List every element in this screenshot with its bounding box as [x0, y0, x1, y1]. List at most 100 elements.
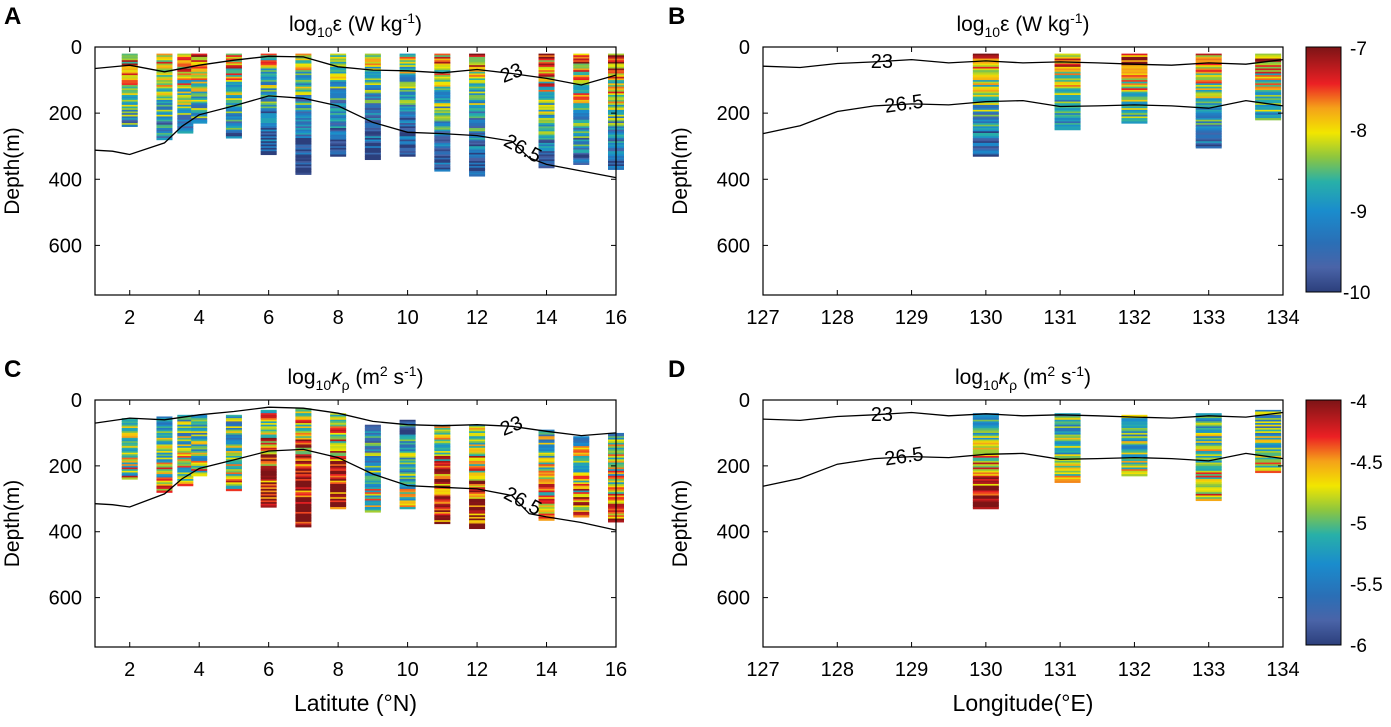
profile-cell [972, 76, 999, 80]
profile-cell [1255, 118, 1282, 121]
profile-cell [1195, 98, 1222, 101]
y-tick-label: 600 [717, 588, 750, 610]
profile-cell [1121, 65, 1148, 68]
profile-cell [330, 490, 347, 493]
profile-cell [972, 152, 999, 156]
profile-cell [330, 479, 347, 482]
profile-cell [295, 134, 312, 137]
profile-cell [260, 124, 277, 127]
profile-cell [1195, 442, 1222, 446]
profile-cell [121, 114, 138, 118]
profile-cell [330, 487, 347, 490]
profile-cell [1255, 418, 1282, 421]
x-tick-label: 129 [895, 307, 928, 329]
profile-cell [573, 66, 590, 70]
profile-cell [972, 460, 999, 464]
profile-cell [1121, 429, 1148, 432]
profile-cell [573, 507, 590, 510]
profile-cell [364, 141, 381, 144]
profile-cell [330, 89, 347, 93]
profile-cell [295, 472, 312, 475]
profile-cell [295, 171, 312, 174]
profile-cell [295, 421, 312, 424]
profile-cell [1255, 56, 1282, 60]
profile-cell [330, 106, 347, 109]
profile-cell [972, 83, 999, 86]
profile-cell [972, 126, 999, 129]
profile-cell [538, 449, 555, 452]
profile-cell [330, 472, 347, 475]
profile-cell [1195, 431, 1222, 434]
profile-cell [295, 113, 312, 116]
profile-cell [1054, 66, 1081, 70]
profile-cell [1195, 421, 1222, 424]
colorbar-eps-tick: -7 [1350, 39, 1367, 60]
profile-cell [260, 91, 277, 94]
profile-cell [1195, 81, 1222, 84]
profile-cell [260, 66, 277, 70]
profile-cell [434, 89, 451, 93]
profile-cell [295, 442, 312, 446]
profile-cell [260, 436, 277, 439]
profile-cell [469, 526, 486, 530]
profile-cell [1195, 142, 1222, 146]
profile-cell [156, 88, 173, 91]
profile-cell [469, 157, 486, 161]
profile-cell [295, 427, 312, 431]
profile-cell [972, 98, 999, 101]
profile-cell [399, 98, 416, 101]
profile-cell [156, 459, 173, 462]
profile-cell [295, 418, 312, 421]
profile-cell [538, 510, 555, 513]
profile-cell [295, 513, 312, 516]
profile-cell [538, 104, 555, 108]
profile-cell [260, 76, 277, 80]
profile-cell [573, 477, 590, 480]
profile-cell [538, 451, 555, 454]
profile-cell [1195, 427, 1222, 431]
profile-cell [330, 459, 347, 462]
y-axis-label: Depth(m) [1, 127, 24, 215]
profile-cell [225, 482, 242, 485]
profile-cell [295, 452, 312, 455]
profile-cell [177, 480, 194, 483]
profile-cell [573, 104, 590, 108]
profile-cell [1121, 73, 1148, 76]
profile-cell [295, 451, 312, 454]
profile-cell [156, 452, 173, 455]
profile-cell [399, 124, 416, 127]
profile-cell [1121, 459, 1148, 462]
profile-cell [573, 464, 590, 467]
profile-cell [573, 78, 590, 81]
profile-cell [295, 132, 312, 136]
profile-cell [156, 83, 173, 86]
profile-cell [538, 99, 555, 103]
profile-cell [434, 500, 451, 503]
profile-cell [177, 124, 194, 127]
profile-cell [538, 119, 555, 122]
profile-cell [364, 144, 381, 147]
profile-cell [538, 474, 555, 477]
profile-cell [1121, 444, 1148, 447]
profile-cell [364, 65, 381, 68]
profile-cell [538, 485, 555, 488]
profile-cell [364, 157, 381, 161]
profile-cell [364, 137, 381, 141]
profile-cell [1195, 475, 1222, 478]
profile-cell [295, 525, 312, 528]
profile-cell [121, 88, 138, 91]
profile-cell [469, 154, 486, 157]
profile-cell [177, 441, 194, 444]
profile-cell [1255, 460, 1282, 464]
profile-cell [972, 131, 999, 134]
profile-cell [972, 123, 999, 126]
profile-cell [399, 146, 416, 149]
profile-cell [1195, 58, 1222, 61]
profile-cell [434, 488, 451, 492]
profile-cell [364, 432, 381, 436]
profile-cell [191, 55, 208, 58]
profile-cell [469, 171, 486, 174]
profile-cell [538, 136, 555, 139]
profile-cell [399, 93, 416, 96]
